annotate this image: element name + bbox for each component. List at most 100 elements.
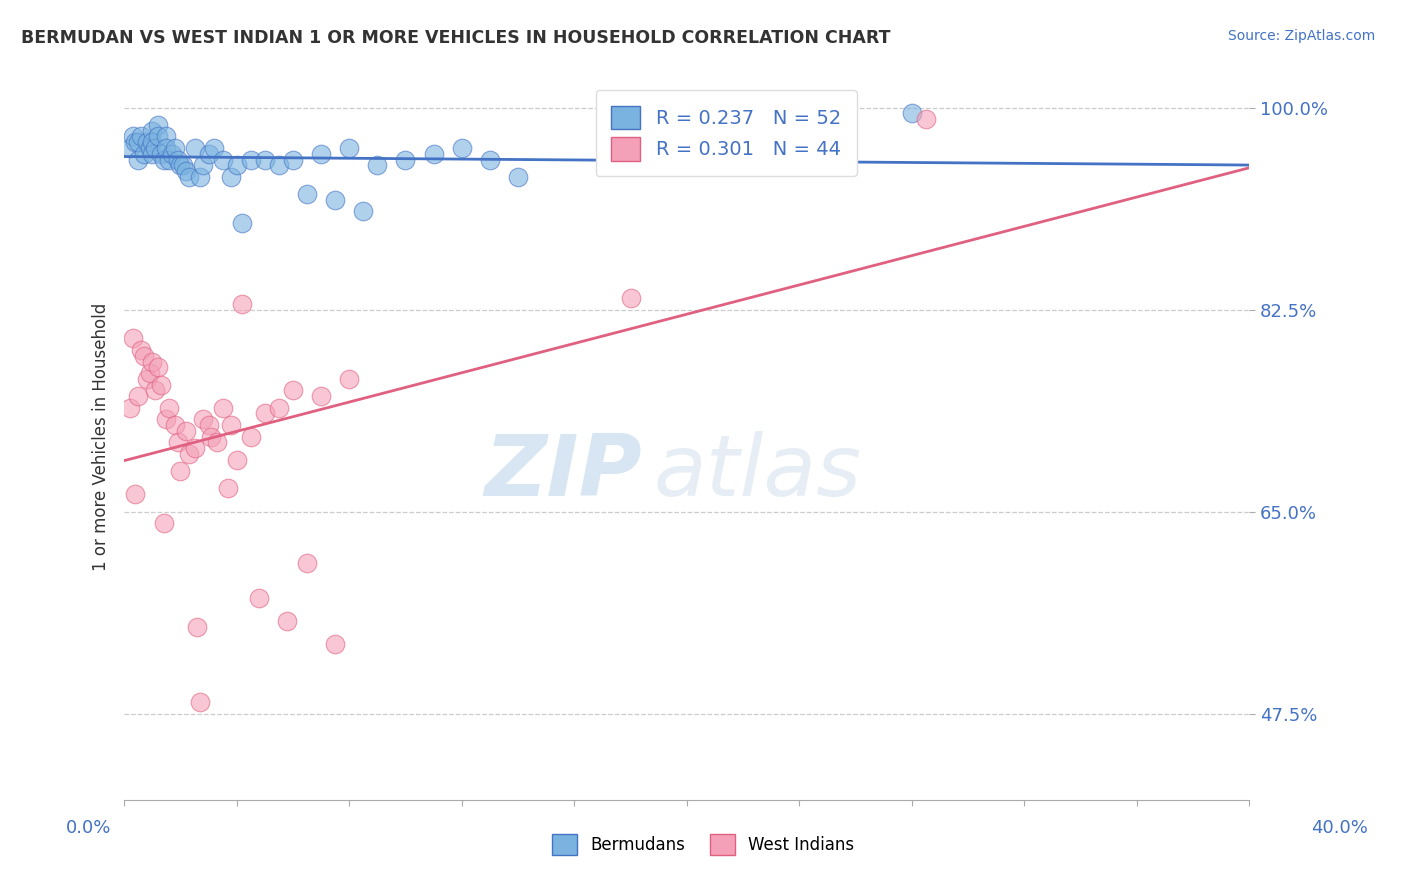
Point (143, 141, 166, 155)
Point (157, 401, 180, 415)
Point (267, 158, 290, 172)
Point (217, 482, 239, 496)
Point (352, 204, 374, 219)
Point (127, 135, 149, 149)
Point (197, 146, 219, 161)
Point (309, 146, 332, 161)
Text: Source: ZipAtlas.com: Source: ZipAtlas.com (1227, 29, 1375, 43)
Point (169, 464, 191, 478)
Point (394, 153, 416, 167)
Point (146, 360, 169, 375)
Point (219, 169, 242, 184)
Point (202, 141, 225, 155)
Point (138, 141, 160, 155)
Point (143, 384, 166, 398)
Legend: Bermudans, West Indians: Bermudans, West Indians (546, 828, 860, 862)
Point (231, 216, 253, 230)
Point (183, 141, 205, 155)
Point (118, 401, 141, 415)
Point (135, 135, 157, 149)
Point (163, 417, 186, 432)
Point (450, 141, 472, 155)
Point (132, 146, 155, 161)
Point (225, 452, 247, 467)
Point (295, 187, 318, 202)
Point (205, 435, 228, 450)
Point (177, 169, 200, 184)
Point (166, 435, 188, 450)
Point (124, 135, 146, 149)
Point (191, 158, 214, 172)
Point (281, 384, 304, 398)
Point (141, 146, 163, 161)
Point (900, 106, 922, 120)
Point (155, 141, 177, 155)
Point (149, 377, 172, 392)
Point (231, 297, 253, 311)
Point (152, 516, 174, 530)
Point (506, 169, 529, 184)
Legend: R = 0.237   N = 52, R = 0.301   N = 44: R = 0.237 N = 52, R = 0.301 N = 44 (596, 90, 856, 177)
Text: atlas: atlas (652, 432, 860, 515)
Point (127, 153, 149, 167)
Point (141, 135, 163, 149)
Point (163, 141, 186, 155)
Point (141, 354, 163, 368)
Point (323, 637, 346, 651)
Text: ZIP: ZIP (484, 432, 641, 515)
Point (219, 417, 242, 432)
Point (132, 349, 155, 363)
Point (127, 389, 149, 403)
Point (191, 412, 214, 426)
Point (172, 158, 194, 172)
Point (169, 158, 191, 172)
Point (337, 372, 360, 386)
Point (177, 447, 200, 461)
Point (186, 620, 208, 634)
Point (121, 129, 143, 144)
Point (160, 146, 183, 161)
Point (146, 129, 169, 144)
Point (914, 112, 936, 127)
Point (138, 366, 160, 380)
Point (478, 153, 501, 167)
Point (323, 193, 346, 207)
Point (183, 441, 205, 455)
Point (267, 401, 290, 415)
Point (155, 129, 177, 144)
Point (422, 146, 444, 161)
Point (174, 424, 197, 438)
Text: 0.0%: 0.0% (66, 819, 111, 837)
Point (225, 158, 247, 172)
Text: BERMUDAN VS WEST INDIAN 1 OR MORE VEHICLES IN HOUSEHOLD CORRELATION CHART: BERMUDAN VS WEST INDIAN 1 OR MORE VEHICL… (21, 29, 890, 46)
Point (129, 129, 152, 144)
Point (239, 153, 262, 167)
Point (188, 169, 211, 184)
Point (141, 124, 163, 138)
Point (200, 429, 222, 443)
Point (309, 389, 332, 403)
Point (129, 343, 152, 357)
Point (253, 153, 276, 167)
Point (157, 153, 180, 167)
Point (197, 417, 219, 432)
Point (239, 429, 262, 443)
Point (211, 153, 233, 167)
Point (247, 591, 270, 606)
Point (121, 331, 143, 345)
Point (149, 146, 172, 161)
Point (135, 372, 157, 386)
Point (166, 153, 188, 167)
Point (281, 153, 304, 167)
Point (619, 291, 641, 305)
Point (337, 141, 360, 155)
Point (174, 164, 197, 178)
Point (124, 487, 146, 501)
Point (118, 141, 141, 155)
Point (295, 557, 318, 571)
Point (211, 401, 233, 415)
Point (155, 412, 177, 426)
Point (188, 695, 211, 709)
Point (146, 118, 169, 132)
Text: 40.0%: 40.0% (1312, 819, 1368, 837)
